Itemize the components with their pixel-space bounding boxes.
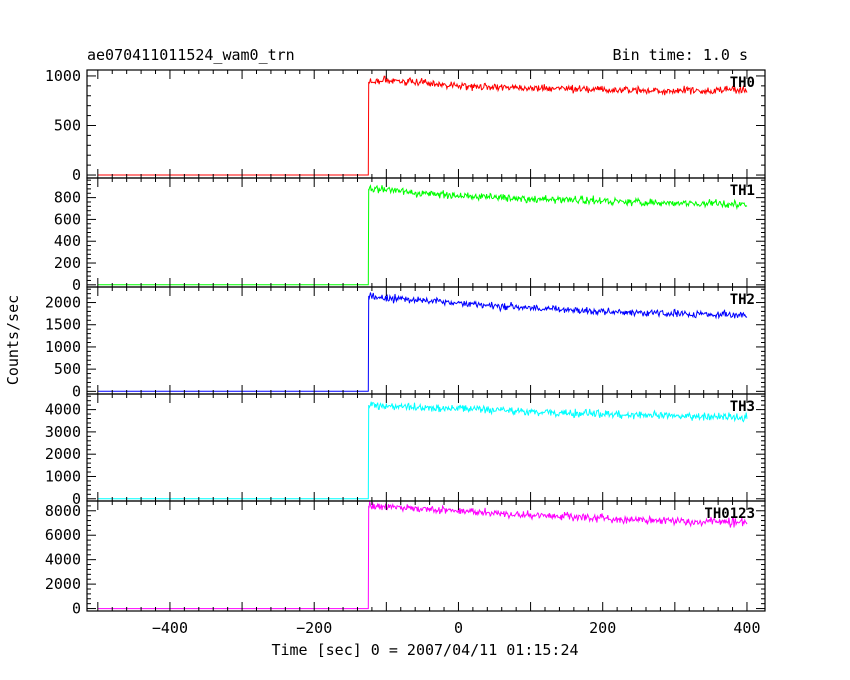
y-tick-label: 500: [54, 116, 81, 134]
panel-label-th3: TH3: [730, 399, 755, 415]
series-line-th3: [97, 401, 748, 500]
panel-th3: 0 1000 2000 3000 4000 TH3: [45, 393, 766, 508]
series-line-th0123: [97, 501, 748, 610]
y-tick-label: 6000: [45, 526, 81, 544]
y-tick-label: 8000: [45, 502, 81, 520]
panel-frame: [86, 393, 766, 502]
panel-frame: [86, 69, 766, 179]
y-tick-label: 1000: [45, 467, 81, 485]
panel-label-th0: TH0: [730, 75, 755, 91]
y-tick-label: 3000: [45, 423, 81, 441]
y-tick-label: 600: [54, 210, 81, 228]
y-axis-title: Counts/sec: [4, 295, 22, 385]
y-tick-label: 2000: [45, 445, 81, 463]
y-tick-label: 500: [54, 360, 81, 378]
y-tick-label: 200: [54, 254, 81, 272]
panels: 0 500 1000 TH0 0 200 400 600 800 TH1 0 500 1000 1500 2…: [45, 67, 766, 618]
panel-th2: 0 500 1000 1500 2000 TH2: [45, 286, 766, 400]
bin-time-label: Bin time: 1.0 s: [613, 46, 748, 64]
y-tick-label: 0: [72, 276, 81, 294]
y-tick-label: 2000: [45, 575, 81, 593]
x-tick-label: −200: [296, 619, 332, 637]
x-axis-title: Time [sec] 0 = 2007/04/11 01:15:24: [271, 641, 578, 659]
x-tick-label: 400: [733, 619, 760, 637]
panel-frame: [86, 500, 766, 612]
panel-frame: [86, 177, 766, 288]
x-tick-label: 200: [589, 619, 616, 637]
x-axis: −400 −200 0 200 400: [152, 619, 761, 637]
y-tick-label: 800: [54, 189, 81, 207]
y-tick-label: 0: [72, 382, 81, 400]
panel-label-th2: TH2: [730, 292, 755, 308]
panel-frame: [86, 286, 766, 395]
chart-title: ae070411011524_wam0_trn: [87, 46, 295, 64]
series-line-th2: [97, 292, 748, 392]
series-line-th0: [97, 75, 748, 176]
panel-th0123: 0 2000 4000 6000 8000 TH0123: [45, 500, 766, 618]
y-tick-label: 0: [72, 490, 81, 508]
x-tick-label: 0: [454, 619, 463, 637]
panel-label-th0123: TH0123: [704, 506, 755, 522]
y-tick-label: 2000: [45, 294, 81, 312]
panel-th1: 0 200 400 600 800 TH1: [54, 177, 766, 294]
y-tick-label: 400: [54, 232, 81, 250]
y-tick-label: 4000: [45, 401, 81, 419]
series-line-th1: [97, 184, 748, 286]
x-tick-label: −400: [152, 619, 188, 637]
y-tick-label: 1000: [45, 338, 81, 356]
y-tick-label: 0: [72, 600, 81, 618]
y-tick-label: 1500: [45, 316, 81, 334]
panel-label-th1: TH1: [730, 183, 755, 199]
y-tick-label: 0: [72, 166, 81, 184]
panel-th0: 0 500 1000 TH0: [45, 67, 766, 184]
y-tick-label: 1000: [45, 67, 81, 85]
y-tick-label: 4000: [45, 551, 81, 569]
